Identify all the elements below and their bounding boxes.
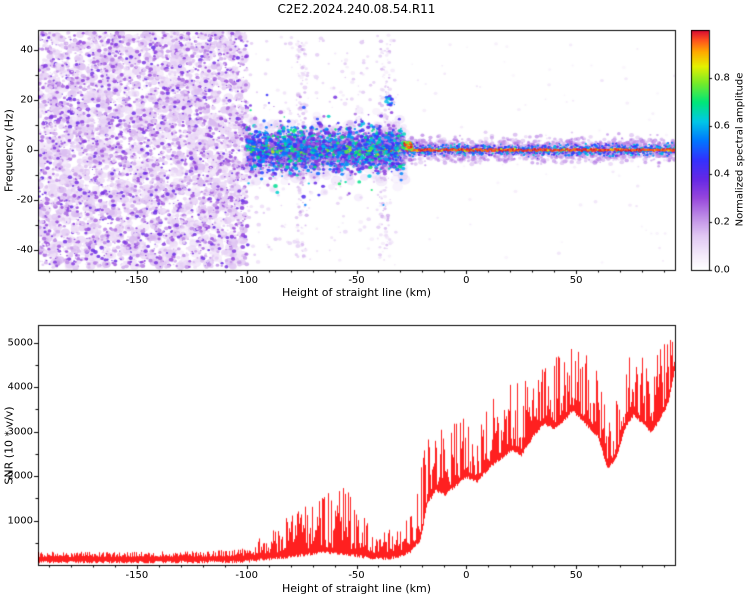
snr-y-axis-label: SNR (10 * v/v) — [2, 406, 16, 485]
colorbar-tick-label: 0.6 — [714, 120, 730, 132]
snr-y-tick-label: 4000 — [7, 381, 33, 393]
colorbar-canvas — [691, 30, 709, 270]
snr-x-axis-label: Height of straight line (km) — [281, 582, 432, 595]
spectrogram-y-tick-label: 0 — [26, 144, 33, 156]
spectrogram-x-tick-label: -50 — [348, 275, 365, 286]
snr-y-tick-label: 1000 — [7, 515, 33, 527]
snr-x-tick-label: 50 — [569, 570, 583, 581]
spectrogram-x-tick-label: -100 — [235, 275, 259, 286]
spectrogram-canvas — [38, 30, 675, 270]
snr-y-tick-label: 2000 — [7, 470, 33, 482]
snr-x-tick-label: 0 — [463, 570, 470, 581]
snr-x-tick-label: -100 — [235, 570, 259, 581]
spectrogram-y-tick-label: -40 — [16, 244, 33, 256]
spectrogram-x-tick-label: 0 — [463, 275, 470, 286]
spectrogram-x-tick-label: -150 — [125, 275, 149, 286]
snr-y-tick-label: 3000 — [7, 426, 33, 438]
figure-title: C2E2.2024.240.08.54.R11 — [277, 2, 436, 16]
spectrogram-x-axis-label: Height of straight line (km) — [281, 286, 432, 299]
spectrogram-y-tick-label: -20 — [16, 194, 33, 206]
spectrogram-y-axis-label: Frequency (Hz) — [2, 109, 16, 192]
spectrogram-y-tick-label: 40 — [20, 44, 33, 56]
colorbar-label: Normalized spectral amplitude — [734, 72, 746, 227]
snr-x-tick-label: -150 — [125, 570, 149, 581]
snr-x-tick-label: -50 — [348, 570, 365, 581]
spectrogram-x-tick-label: 50 — [569, 275, 583, 286]
colorbar-tick-label: 0.2 — [714, 216, 730, 228]
colorbar-tick-label: 0.4 — [714, 168, 730, 180]
colorbar-tick-label: 0.0 — [714, 264, 730, 276]
spectrogram-y-tick-label: 20 — [20, 94, 33, 106]
colorbar-tick-label: 0.8 — [714, 72, 730, 84]
snr-y-tick-label: 5000 — [7, 337, 33, 349]
snr-plot-canvas — [38, 325, 675, 565]
